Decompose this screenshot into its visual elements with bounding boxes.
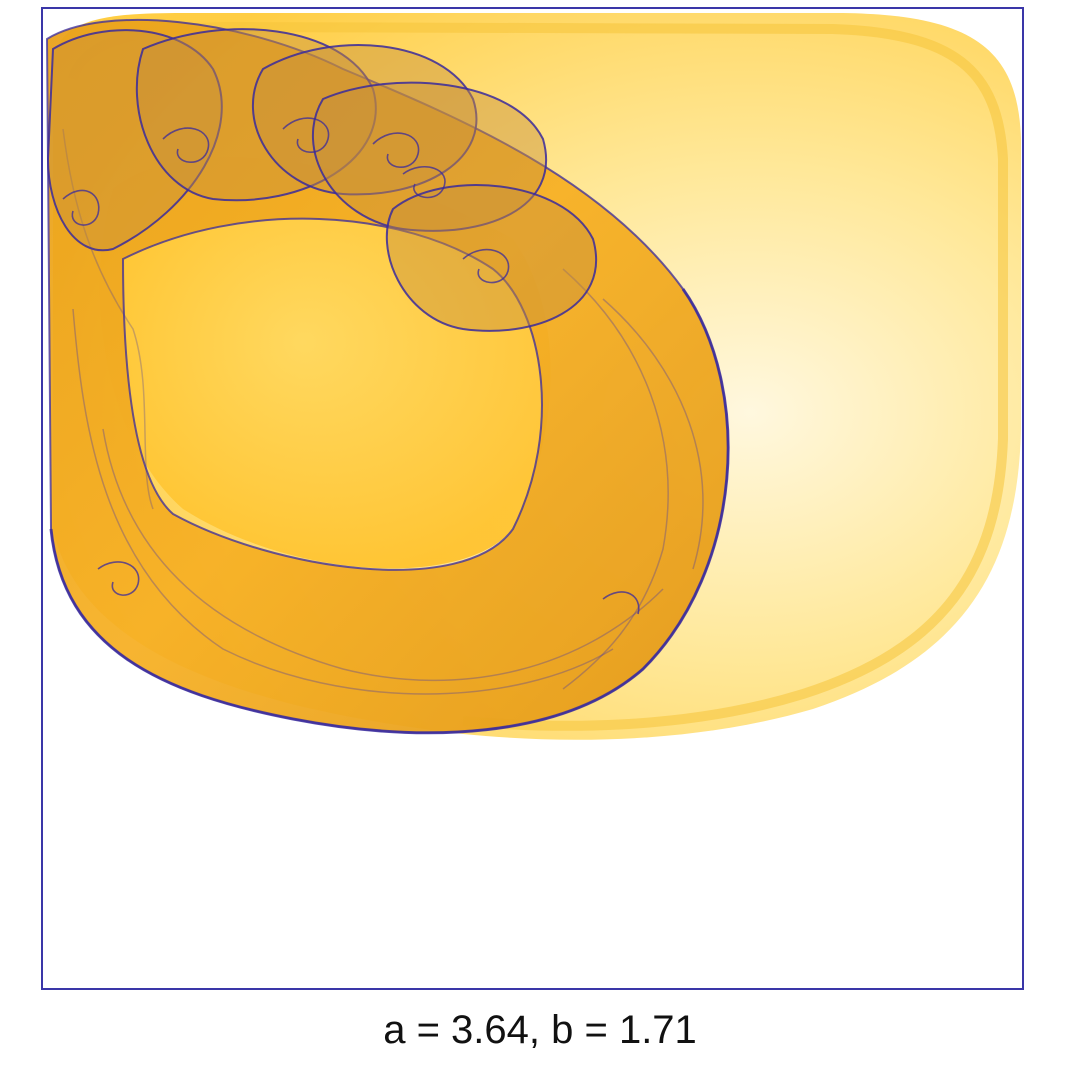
inner-region xyxy=(99,157,551,569)
attractor-image xyxy=(45,13,1021,740)
curl-spirals xyxy=(62,117,640,615)
parameter-caption: a = 3.64, b = 1.71 xyxy=(383,1008,697,1052)
curl-lobes xyxy=(46,28,598,332)
band-outline xyxy=(49,288,730,735)
attractor-frame xyxy=(41,7,1024,990)
